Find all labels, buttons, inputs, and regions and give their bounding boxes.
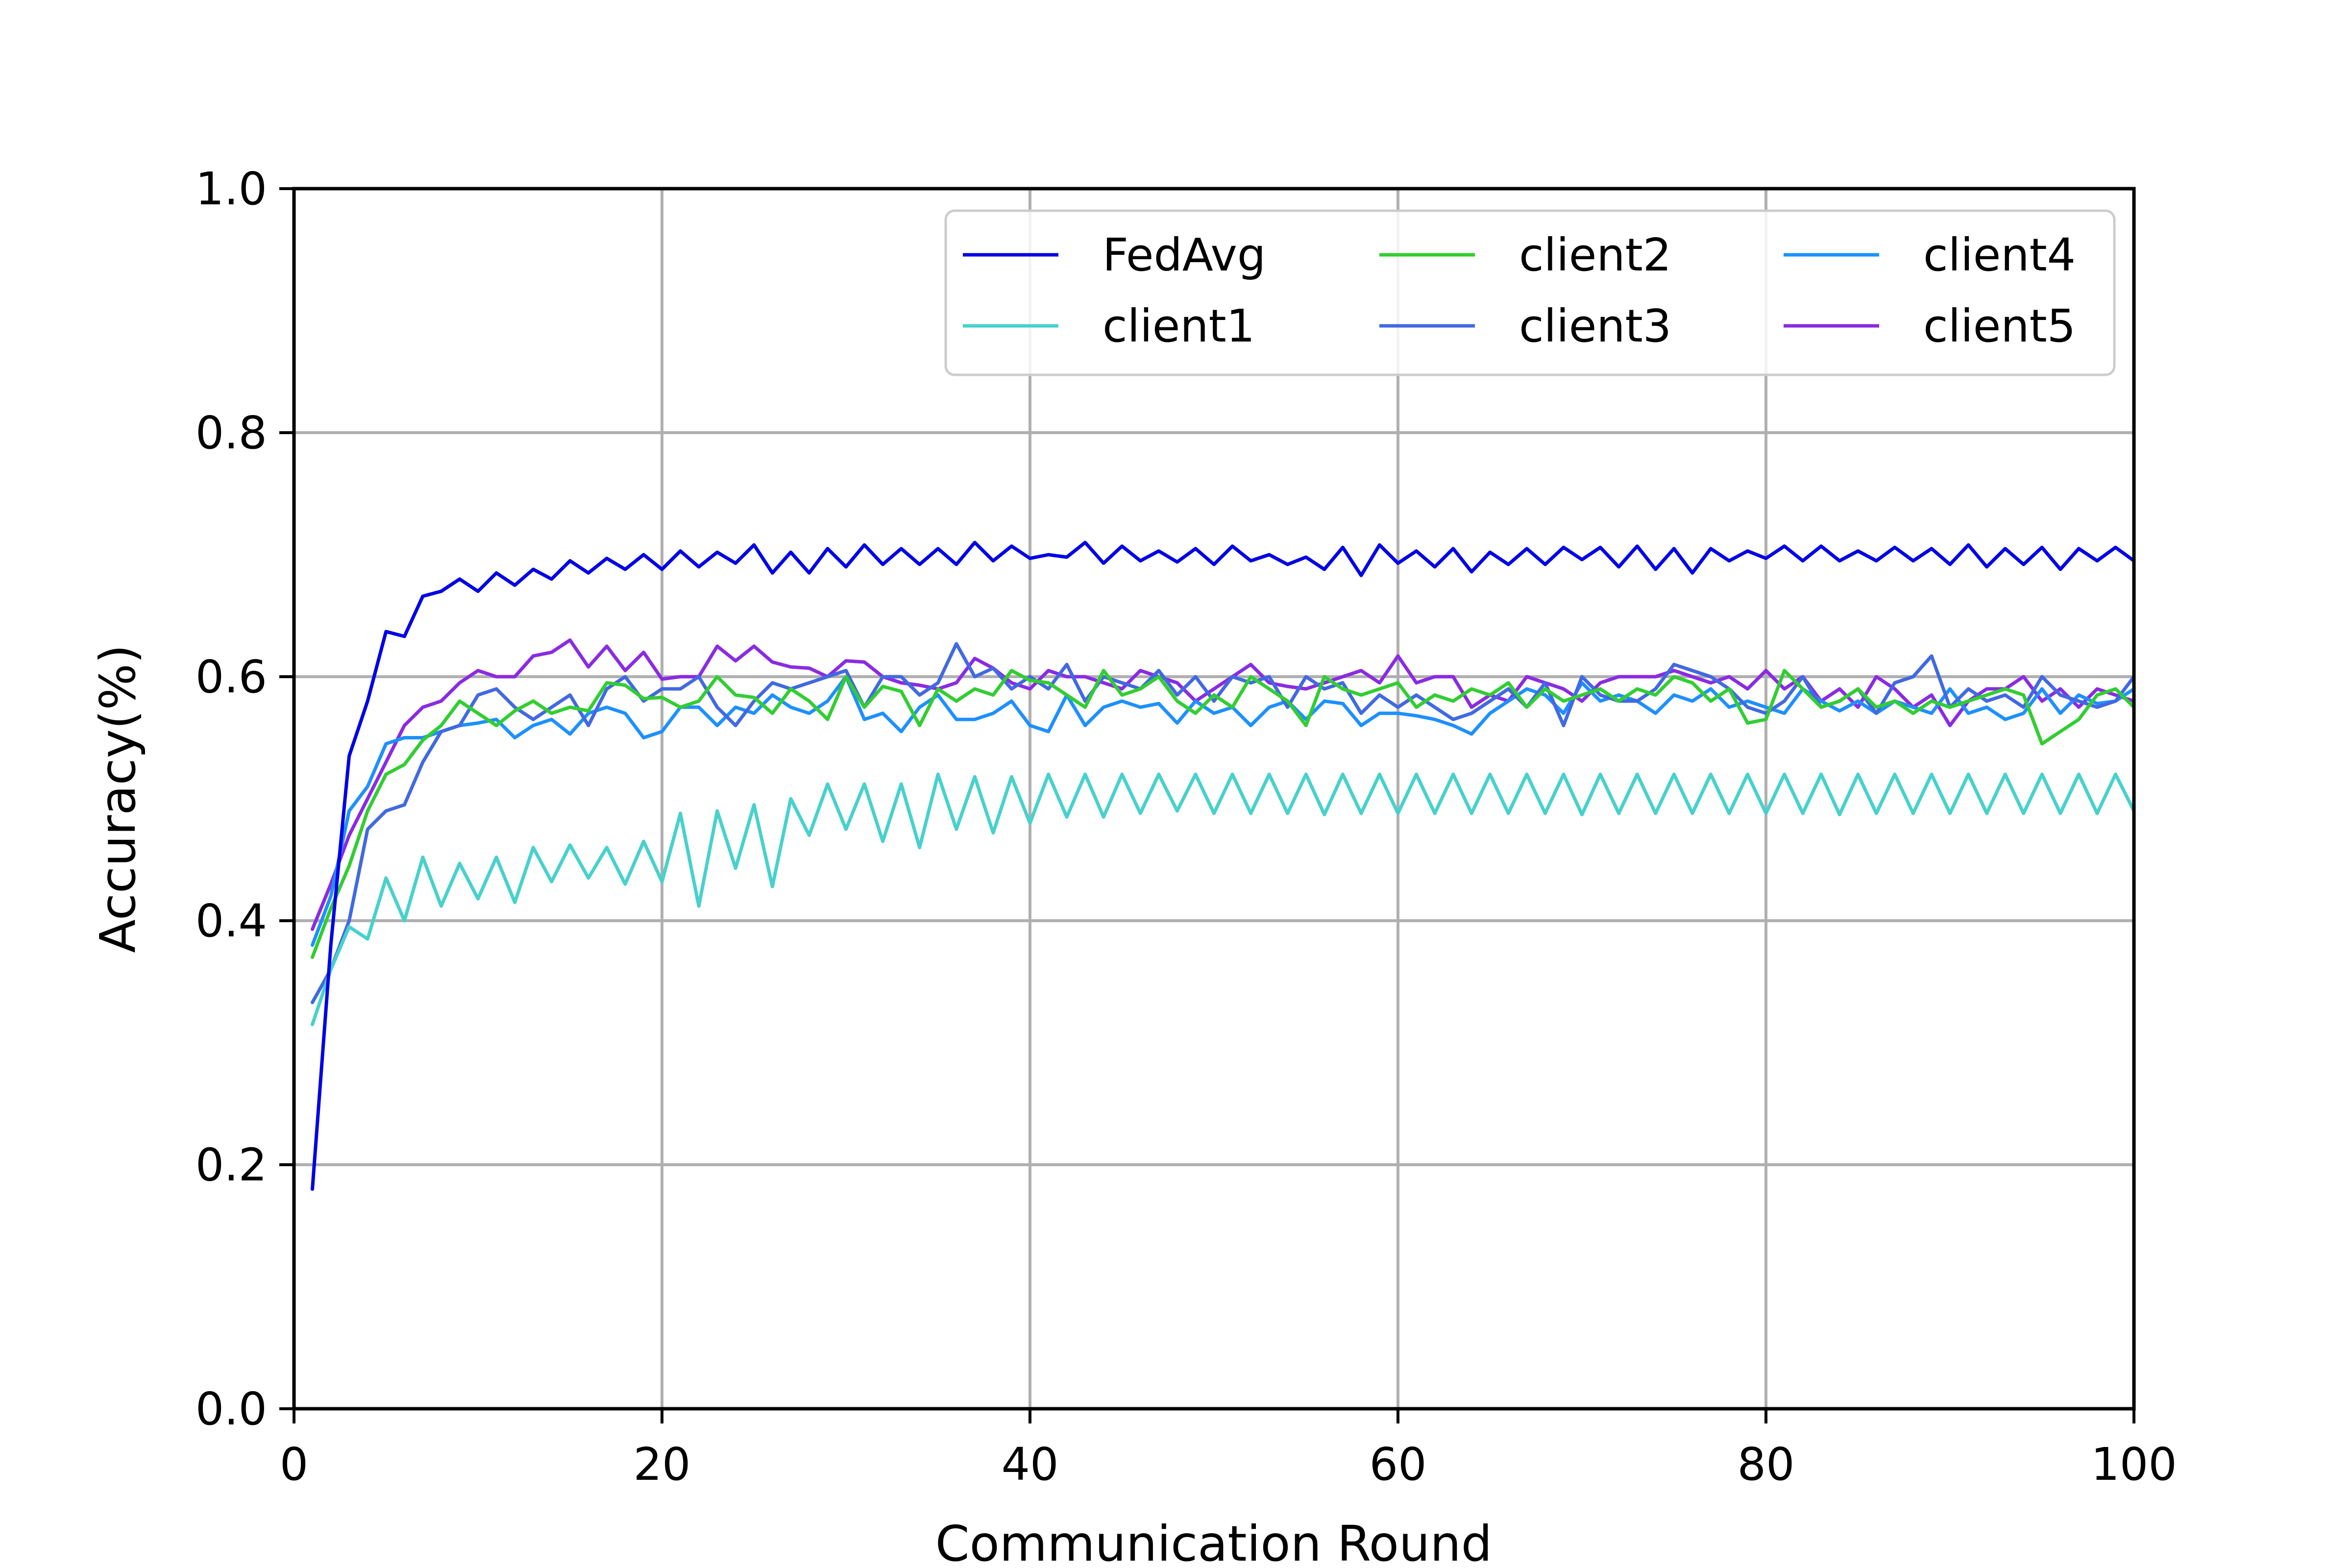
y-axis-title: Accuracy(%) <box>89 644 147 953</box>
legend-label-client4: client4 <box>1923 229 2076 281</box>
legend-label-client5: client5 <box>1923 300 2076 352</box>
y-tick-label: 0.0 <box>196 1383 267 1435</box>
x-tick-label: 100 <box>2091 1438 2177 1491</box>
x-tick-label: 0 <box>280 1438 309 1491</box>
legend-label-client3: client3 <box>1519 300 1671 352</box>
legend-label-fedavg: FedAvg <box>1102 229 1266 281</box>
legend-label-client2: client2 <box>1519 229 1671 281</box>
legend-label-client1: client1 <box>1102 300 1255 352</box>
plot-frame <box>292 187 2136 1411</box>
series-line-client5 <box>311 638 2136 931</box>
y-tick-label: 0.8 <box>196 407 267 459</box>
x-axis: 0 20 40 60 80 100 <box>280 1409 2177 1491</box>
series-line-client2 <box>311 669 2136 959</box>
x-axis-title: Communication Round <box>935 1515 1492 1568</box>
x-tick-label: 60 <box>1369 1438 1426 1491</box>
series-line-client1 <box>311 772 2136 1027</box>
legend-box <box>944 209 2116 376</box>
series-line-client4 <box>311 675 2136 947</box>
series-layer <box>311 540 2136 1191</box>
y-tick-label: 0.6 <box>196 651 267 703</box>
grid <box>293 187 2135 1410</box>
x-tick-label: 20 <box>633 1438 690 1491</box>
legend: FedAvg client1 client2 client3 client4 client… <box>944 209 2116 376</box>
x-tick-label: 80 <box>1737 1438 1794 1491</box>
y-tick-label: 0.2 <box>196 1139 267 1191</box>
y-axis: 0.0 0.2 0.4 0.6 0.8 1.0 <box>196 163 294 1435</box>
y-tick-label: 1.0 <box>196 163 267 215</box>
x-tick-label: 40 <box>1001 1438 1058 1491</box>
series-line-fedavg <box>311 540 2136 1191</box>
y-tick-label: 0.4 <box>196 895 267 947</box>
